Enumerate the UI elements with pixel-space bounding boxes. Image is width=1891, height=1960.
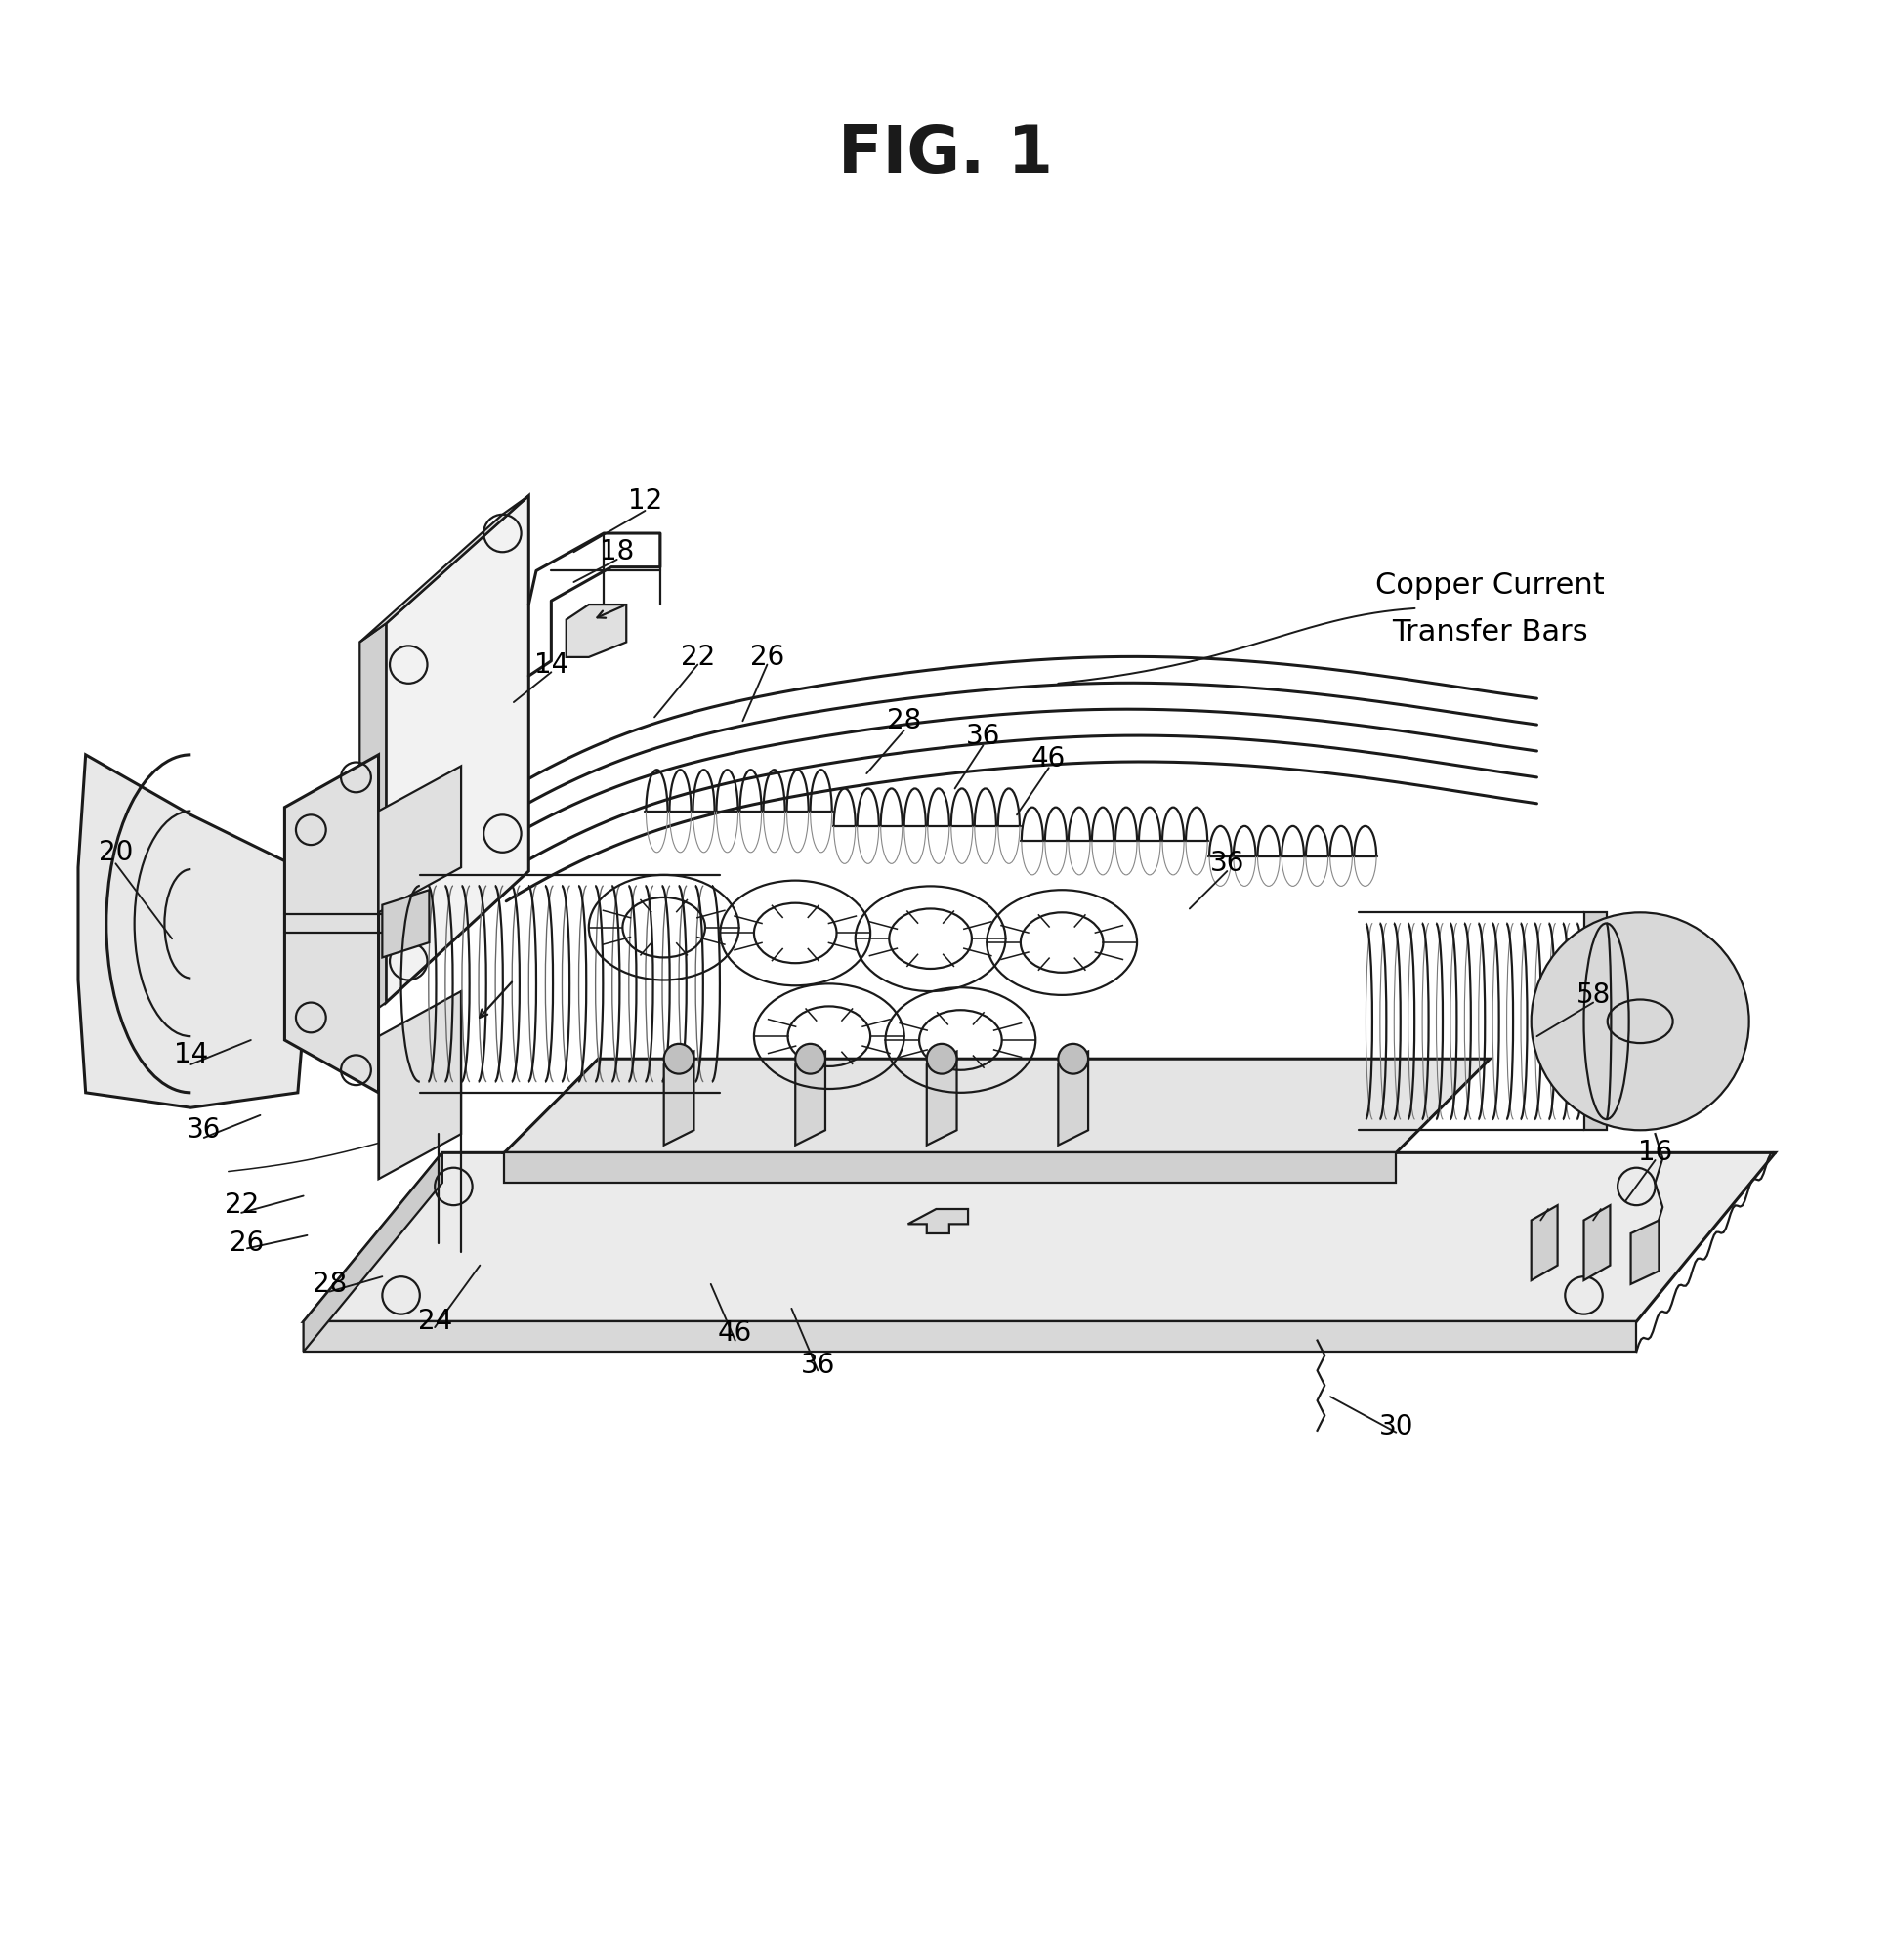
Polygon shape: [1059, 1051, 1087, 1145]
Polygon shape: [359, 496, 529, 643]
Text: 36: 36: [187, 1117, 221, 1145]
Text: 16: 16: [1638, 1139, 1672, 1166]
Polygon shape: [359, 623, 386, 1021]
Text: 26: 26: [231, 1229, 265, 1256]
Text: FIG. 1: FIG. 1: [838, 122, 1053, 186]
Text: 28: 28: [312, 1270, 346, 1298]
Text: 26: 26: [751, 643, 785, 670]
Polygon shape: [1630, 1221, 1658, 1284]
Polygon shape: [1585, 913, 1605, 1131]
Text: 20: 20: [98, 839, 132, 866]
Text: 24: 24: [418, 1307, 452, 1335]
Circle shape: [796, 1045, 824, 1074]
Text: Transfer Bars: Transfer Bars: [1392, 619, 1588, 647]
Polygon shape: [303, 1152, 442, 1352]
Text: 12: 12: [628, 488, 662, 515]
Polygon shape: [303, 1321, 1636, 1352]
Polygon shape: [382, 890, 429, 958]
Text: 36: 36: [800, 1350, 836, 1378]
Polygon shape: [378, 766, 461, 913]
Text: 14: 14: [174, 1041, 208, 1068]
Text: 46: 46: [719, 1319, 753, 1347]
Polygon shape: [303, 1152, 1776, 1321]
Polygon shape: [927, 1051, 957, 1145]
Polygon shape: [78, 755, 306, 1107]
Polygon shape: [505, 1152, 1396, 1182]
Text: 58: 58: [1575, 982, 1611, 1009]
Polygon shape: [1532, 1205, 1558, 1280]
Polygon shape: [908, 1209, 968, 1233]
Polygon shape: [796, 1051, 824, 1145]
Text: 36: 36: [966, 723, 1000, 749]
Text: 30: 30: [1379, 1413, 1413, 1441]
Text: 14: 14: [533, 651, 569, 678]
Circle shape: [664, 1045, 694, 1074]
Polygon shape: [286, 755, 378, 1092]
Polygon shape: [386, 496, 529, 1002]
Polygon shape: [565, 604, 626, 657]
Circle shape: [1059, 1045, 1087, 1074]
Text: 22: 22: [225, 1192, 259, 1219]
Text: Copper Current: Copper Current: [1375, 572, 1605, 600]
Polygon shape: [505, 1058, 1490, 1152]
Circle shape: [1532, 913, 1749, 1131]
Text: 36: 36: [1210, 851, 1244, 878]
Text: 28: 28: [887, 708, 921, 735]
Text: 18: 18: [599, 539, 633, 566]
Circle shape: [927, 1045, 957, 1074]
Polygon shape: [1585, 1205, 1609, 1280]
Polygon shape: [664, 1051, 694, 1145]
Text: 22: 22: [681, 643, 715, 670]
Text: 46: 46: [1032, 745, 1067, 772]
Polygon shape: [378, 992, 461, 1180]
